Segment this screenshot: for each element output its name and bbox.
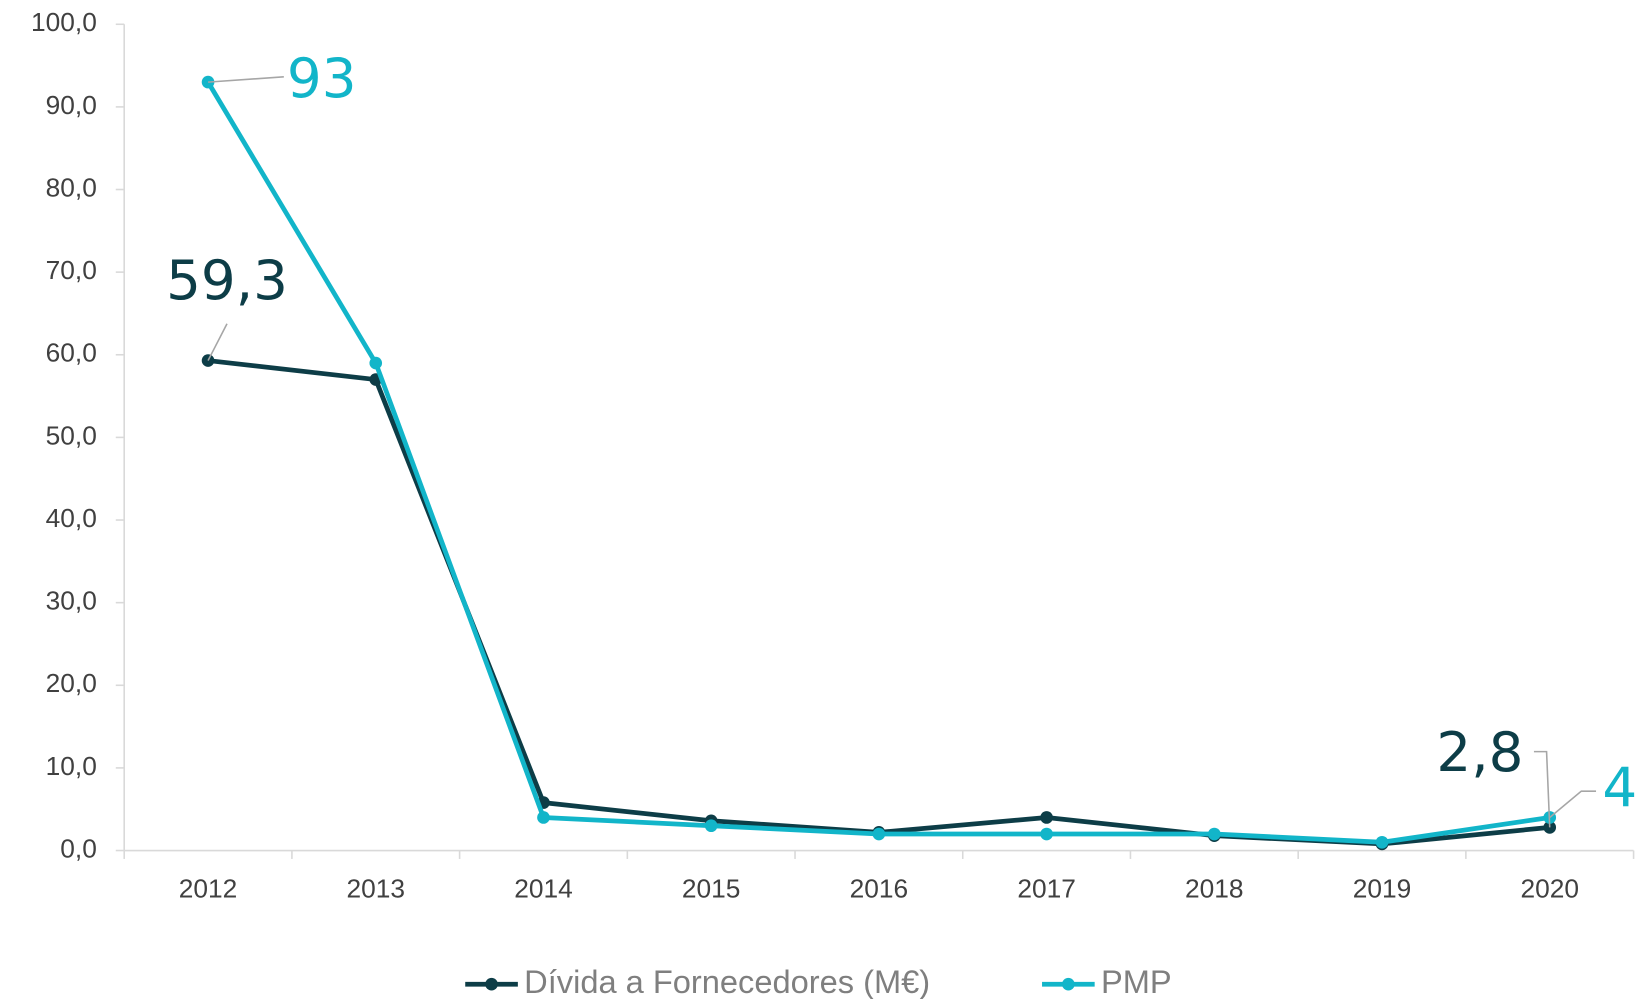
x-tick-label: 2013 xyxy=(347,873,406,903)
value-label: 59,3 xyxy=(166,248,288,312)
x-tick-label: 2018 xyxy=(1185,873,1244,903)
y-tick-label: 70,0 xyxy=(46,255,97,285)
y-tick-label: 20,0 xyxy=(46,668,97,698)
series-marker xyxy=(1040,827,1053,841)
series-marker xyxy=(704,819,718,833)
series-line xyxy=(207,358,1550,847)
y-tick-label: 40,0 xyxy=(46,503,97,533)
x-tick-label: 2017 xyxy=(1017,873,1076,903)
series-marker xyxy=(1040,811,1053,824)
legend-label: PMP xyxy=(1101,963,1172,999)
legend-marker xyxy=(485,977,498,991)
series-marker xyxy=(1543,821,1557,834)
y-tick-label: 10,0 xyxy=(46,751,97,781)
y-tick-label: 60,0 xyxy=(46,338,97,368)
series-marker xyxy=(1207,827,1221,841)
x-tick-label: 2020 xyxy=(1520,873,1579,903)
x-tick-label: 2016 xyxy=(850,873,909,903)
x-tick-label: 2019 xyxy=(1353,873,1412,903)
y-tick-label: 100,0 xyxy=(31,7,97,37)
value-label: 93 xyxy=(287,46,357,110)
value-label: 2,8 xyxy=(1436,720,1523,784)
value-label: 4 xyxy=(1602,755,1637,819)
series-marker xyxy=(872,827,886,841)
x-tick-label: 2014 xyxy=(514,873,573,903)
series-marker xyxy=(537,811,550,824)
y-tick-label: 30,0 xyxy=(46,586,97,616)
leader-line xyxy=(207,323,228,361)
y-tick-label: 80,0 xyxy=(46,172,97,202)
series-marker xyxy=(369,356,383,370)
leader-line xyxy=(1549,790,1597,819)
legend-label: Dívida a Fornecedores (M€) xyxy=(524,963,930,999)
leader-line xyxy=(208,76,284,83)
x-tick-label: 2015 xyxy=(682,873,741,903)
leader-line xyxy=(1533,750,1551,828)
legend-marker xyxy=(1062,977,1075,991)
x-tick-label: 2012 xyxy=(179,873,238,903)
y-tick-label: 90,0 xyxy=(46,90,97,120)
series-marker xyxy=(1375,835,1389,849)
y-tick-label: 50,0 xyxy=(46,420,97,450)
y-tick-label: 0,0 xyxy=(60,833,97,863)
